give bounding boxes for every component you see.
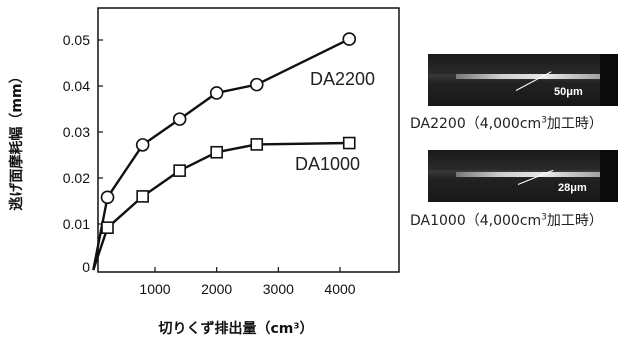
y-tick-label: 0.03 <box>63 124 90 140</box>
x-axis-label: 切りくず排出量（cm³） <box>158 320 313 337</box>
axes <box>97 7 400 273</box>
data-point-da1000 <box>250 138 264 151</box>
x-tick-label: 4000 <box>324 281 355 297</box>
y-axis-label: 逃げ面摩耗幅（mm） <box>8 69 25 210</box>
data-point-da2200 <box>342 32 357 46</box>
data-point-da1000 <box>173 164 186 177</box>
y-tick-label: 0 <box>82 259 90 275</box>
photo-caption-da1000: DA1000（4,000cm3加工時） <box>410 212 603 229</box>
wear-edge <box>456 74 606 79</box>
data-point-da1000 <box>210 145 223 159</box>
x-tick-label: 1000 <box>139 281 170 297</box>
wear-measure: 28μm <box>558 182 587 194</box>
photo-da2200: 50μm <box>428 54 618 106</box>
data-point-da2200 <box>249 77 264 92</box>
data-point-da1000 <box>136 190 149 203</box>
data-point-da2200 <box>135 138 150 152</box>
y-tick-label: 0.04 <box>63 78 90 94</box>
wear-chart: 0 0.01 0.02 0.03 0.04 0.05 1000 2000 3000 4000 D… <box>8 7 400 337</box>
plot-frame <box>97 7 400 273</box>
photo-corner <box>600 54 618 106</box>
wear-measure: 50μm <box>554 86 583 98</box>
data-point-da2200 <box>100 190 115 205</box>
photo-corner <box>600 150 618 202</box>
series-label-da1000: DA1000 <box>295 154 360 174</box>
y-tick-label: 0.02 <box>63 170 90 186</box>
data-point-da1000 <box>342 136 356 150</box>
data-point-da1000 <box>101 221 114 234</box>
x-tick-labels: 1000 2000 3000 4000 <box>139 267 356 297</box>
data-point-da2200 <box>172 112 187 126</box>
x-tick-label: 3000 <box>263 281 294 297</box>
data-point-da2200 <box>209 86 224 100</box>
y-tick-labels: 0 0.01 0.02 0.03 0.04 0.05 <box>63 32 103 275</box>
series-label-da2200: DA2200 <box>310 69 375 89</box>
y-tick-label: 0.05 <box>63 32 90 48</box>
wear-edge <box>456 172 606 177</box>
photo-caption-da2200: DA2200（4,000cm3加工時） <box>410 115 603 132</box>
photo-da1000: 28μm <box>428 150 618 202</box>
y-tick-label: 0.01 <box>63 216 90 232</box>
series-markers <box>100 32 357 234</box>
x-tick-label: 2000 <box>201 281 232 297</box>
